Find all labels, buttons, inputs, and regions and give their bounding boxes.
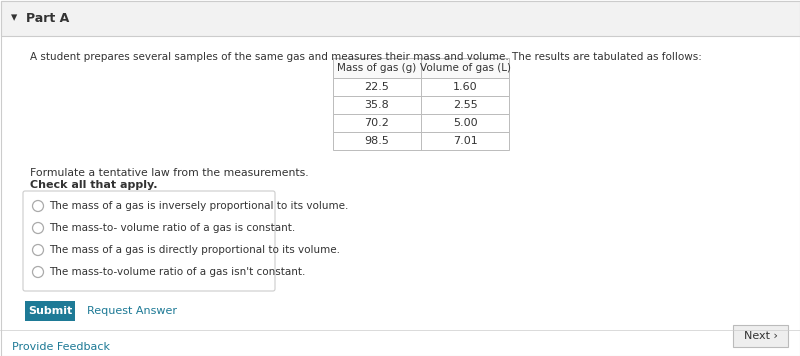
Text: 1.60: 1.60 [453, 82, 478, 92]
Text: Formulate a tentative law from the measurements.: Formulate a tentative law from the measu… [30, 168, 309, 178]
Text: 5.00: 5.00 [453, 118, 478, 128]
Text: Provide Feedback: Provide Feedback [12, 342, 110, 352]
Circle shape [33, 245, 43, 256]
Text: 2.55: 2.55 [453, 100, 478, 110]
Text: 35.8: 35.8 [365, 100, 390, 110]
FancyBboxPatch shape [733, 325, 788, 347]
FancyBboxPatch shape [1, 0, 799, 36]
Circle shape [33, 267, 43, 277]
FancyBboxPatch shape [333, 58, 509, 78]
Text: ▾: ▾ [11, 11, 17, 25]
Text: The mass-to- volume ratio of a gas is constant.: The mass-to- volume ratio of a gas is co… [49, 223, 295, 233]
Text: The mass of a gas is directly proportional to its volume.: The mass of a gas is directly proportion… [49, 245, 340, 255]
FancyBboxPatch shape [23, 191, 275, 291]
Text: Mass of gas (g): Mass of gas (g) [338, 63, 417, 73]
FancyBboxPatch shape [333, 114, 509, 132]
Text: Check all that apply.: Check all that apply. [30, 180, 158, 190]
Text: Request Answer: Request Answer [87, 306, 177, 316]
FancyBboxPatch shape [333, 96, 509, 114]
Text: The mass of a gas is inversely proportional to its volume.: The mass of a gas is inversely proportio… [49, 201, 348, 211]
Text: 7.01: 7.01 [453, 136, 478, 146]
FancyBboxPatch shape [333, 78, 509, 96]
FancyBboxPatch shape [25, 301, 75, 321]
Circle shape [33, 222, 43, 234]
Text: 98.5: 98.5 [365, 136, 390, 146]
Text: Next ›: Next › [743, 331, 778, 341]
Text: Submit: Submit [28, 306, 72, 316]
Text: Volume of gas (L): Volume of gas (L) [419, 63, 510, 73]
Text: 70.2: 70.2 [365, 118, 390, 128]
Text: A student prepares several samples of the same gas and measures their mass and v: A student prepares several samples of th… [30, 52, 702, 62]
Text: The mass-to-volume ratio of a gas isn't constant.: The mass-to-volume ratio of a gas isn't … [49, 267, 306, 277]
Text: Part A: Part A [26, 11, 70, 25]
Circle shape [33, 200, 43, 211]
FancyBboxPatch shape [333, 132, 509, 150]
Text: 22.5: 22.5 [365, 82, 390, 92]
